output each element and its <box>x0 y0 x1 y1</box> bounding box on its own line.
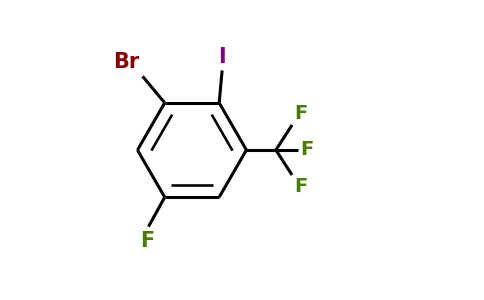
Text: I: I <box>218 47 226 67</box>
Text: F: F <box>294 176 308 196</box>
Text: Br: Br <box>113 52 140 72</box>
Text: F: F <box>294 104 308 124</box>
Text: F: F <box>300 140 314 160</box>
Text: F: F <box>140 231 154 251</box>
